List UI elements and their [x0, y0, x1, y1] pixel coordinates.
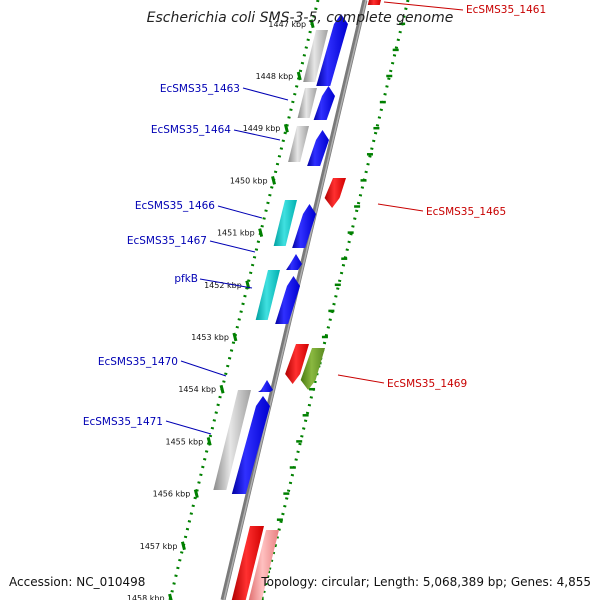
kbp-label: 1452 kbp [204, 281, 242, 290]
tick-mark-inner [168, 593, 173, 600]
leader-line [233, 129, 281, 141]
gene-feature-olive [300, 348, 325, 390]
cds-feature-red [231, 526, 264, 600]
leader-line [180, 360, 227, 377]
gene-label-left[interactable]: EcSMS35_1470 [98, 356, 178, 368]
tick-mark-inner [296, 71, 302, 81]
kbp-label: 1447 kbp [268, 20, 306, 29]
leader-line [217, 205, 263, 219]
tick-mark-inner [219, 384, 225, 394]
tick-mark-inner [206, 437, 212, 446]
cds-feature-red [324, 178, 346, 208]
kbp-label: 1453 kbp [191, 333, 229, 342]
topology-summary: Topology: circular; Length: 5,068,389 bp… [261, 575, 591, 589]
kbp-labels: 1447 kbp 1448 kbp 1449 kbp 1450 kbp 1451 kbp… [127, 20, 306, 600]
cds-feature-blue [231, 396, 270, 494]
tick-mark-inner [283, 123, 289, 133]
gene-label-left[interactable]: pfkB [174, 273, 198, 285]
leader-line [337, 374, 385, 384]
kbp-label: 1458 kbp [127, 594, 165, 600]
kbp-label: 1448 kbp [256, 72, 294, 81]
cds-feature-blue [292, 204, 316, 248]
kbp-label: 1454 kbp [178, 385, 216, 394]
kbp-label: 1456 kbp [153, 490, 191, 499]
gene-label-right[interactable]: EcSMS35_1461 [466, 4, 546, 16]
gene-feature-grey [303, 30, 328, 82]
gene-label-right[interactable]: EcSMS35_1465 [426, 206, 506, 218]
tick-mark-inner [309, 19, 315, 29]
kbp-ticks [168, 19, 406, 600]
cds-feature-blue [307, 130, 329, 166]
leader-line [242, 87, 289, 101]
gene-feature-grey [288, 126, 309, 162]
genome-title: Escherichia coli SMS-3-5, complete genom… [146, 10, 454, 26]
tick-mark-inner [232, 332, 238, 342]
gene-feature-pink [248, 530, 279, 600]
gene-label-left[interactable]: EcSMS35_1464 [151, 124, 231, 136]
tick-mark-inner [271, 176, 276, 185]
tick-mark-inner [181, 541, 186, 551]
cds-feature-blue [316, 14, 348, 86]
leader-line [209, 240, 256, 253]
tick-mark-inner [193, 489, 199, 498]
leader-line [383, 1, 464, 11]
gene-features [213, 0, 381, 600]
gene-feature-grey [213, 390, 251, 490]
feature-red-top [367, 0, 381, 5]
gene-labels: EcSMS35_1463 EcSMS35_1464 EcSMS35_1466 EcSM… [83, 4, 546, 428]
cds-feature-red [285, 344, 309, 384]
gene-label-left[interactable]: EcSMS35_1463 [160, 83, 240, 95]
kbp-label: 1455 kbp [165, 437, 203, 446]
accession-text: Accession: NC_010498 [9, 575, 146, 589]
kbp-label: 1450 kbp [230, 176, 268, 185]
gene-label-left[interactable]: EcSMS35_1471 [83, 416, 163, 428]
gene-feature-cyan [255, 270, 280, 320]
gene-label-left[interactable]: EcSMS35_1467 [127, 235, 207, 247]
leader-line [199, 278, 253, 289]
cds-feature-blue [275, 276, 300, 324]
cds-feature-blue-small [258, 380, 273, 392]
gene-label-left[interactable]: EcSMS35_1466 [135, 200, 215, 212]
cds-feature-blue-small [286, 254, 302, 270]
gene-feature-cyan [273, 200, 297, 246]
kbp-label: 1451 kbp [217, 229, 255, 238]
cds-feature-blue [313, 86, 335, 120]
kbp-label: 1449 kbp [243, 124, 281, 133]
leader-line [377, 203, 424, 212]
gene-label-right[interactable]: EcSMS35_1469 [387, 378, 467, 390]
kbp-label: 1457 kbp [140, 542, 178, 551]
label-leader-lines [165, 1, 464, 435]
gene-feature-grey [297, 88, 317, 118]
tick-mark-inner [258, 228, 264, 237]
leader-line [165, 420, 212, 435]
